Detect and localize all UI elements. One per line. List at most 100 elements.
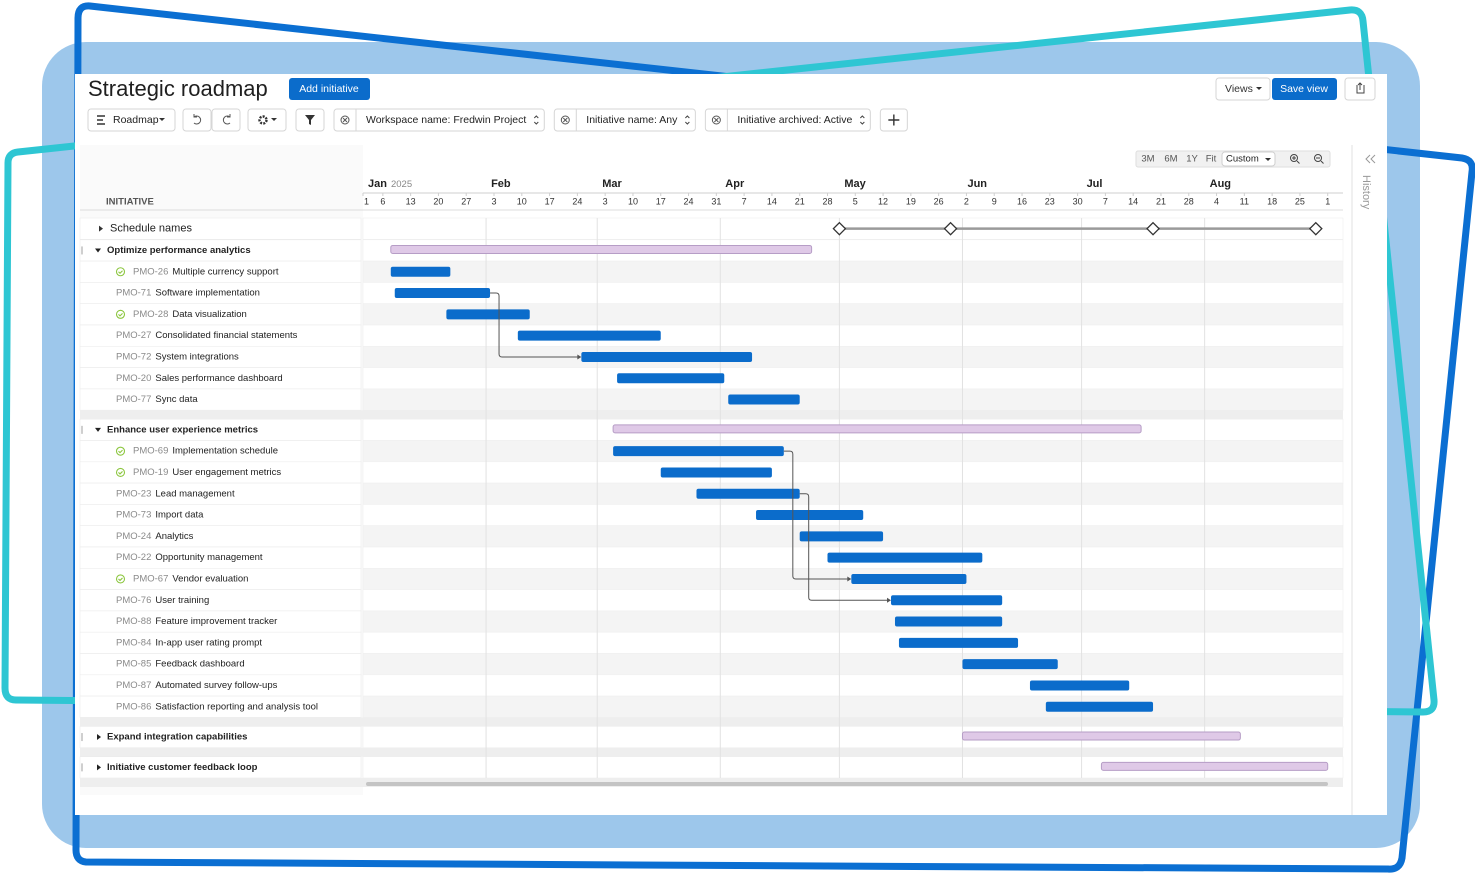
task-key: PMO-71: [116, 288, 151, 299]
milestone[interactable]: [943, 221, 958, 236]
clear-filter-icon[interactable]: [340, 115, 350, 125]
week-tick-label: 28: [822, 196, 832, 206]
dependency-line: [799, 493, 889, 601]
row-band: [362, 367, 1344, 390]
task-bar[interactable]: [756, 510, 864, 521]
milestone[interactable]: [1146, 221, 1160, 236]
week-tick-label: 9: [992, 196, 997, 206]
history-tab[interactable]: History: [1360, 175, 1372, 210]
horizontal-scrollbar[interactable]: [366, 782, 1328, 786]
range-select-label: Custom: [1226, 154, 1259, 165]
task-bar[interactable]: [1029, 680, 1130, 691]
task-bar[interactable]: [728, 394, 800, 405]
task-bar[interactable]: [894, 616, 1003, 627]
expand-toggle[interactable]: [97, 734, 101, 741]
task-key: PMO-85: [116, 659, 151, 670]
task-key: PMO-77: [116, 394, 151, 405]
zoom-option[interactable]: Fit: [1206, 154, 1217, 165]
save-view-label: Save view: [1280, 83, 1328, 95]
week-tick-label: 21: [795, 196, 805, 206]
task-bar[interactable]: [660, 467, 772, 478]
add-initiative-button[interactable]: [289, 78, 370, 100]
clear-filter-icon[interactable]: [711, 115, 721, 125]
task-bar[interactable]: [613, 446, 784, 457]
done-check: [118, 471, 123, 475]
zoom-option[interactable]: 3M: [1141, 154, 1154, 165]
clear-filter-icon[interactable]: [560, 115, 570, 125]
initiative-bar[interactable]: [1100, 761, 1329, 771]
expand-toggle[interactable]: [95, 427, 101, 432]
task-key: PMO-23: [116, 488, 151, 499]
task-bar[interactable]: [962, 659, 1058, 670]
week-tick-label: 18: [1267, 196, 1277, 206]
views-button[interactable]: [1215, 77, 1271, 101]
week-tick-label: 11: [1240, 196, 1249, 206]
expand-toggle[interactable]: [97, 764, 101, 771]
done-check: [118, 449, 123, 454]
expand-toggle[interactable]: [95, 248, 101, 253]
initiative-bar[interactable]: [961, 731, 1241, 741]
milestone[interactable]: [832, 221, 847, 236]
task-bar[interactable]: [1045, 701, 1154, 712]
task-name: User training: [155, 595, 209, 606]
views-label: Views: [1225, 83, 1253, 95]
task-key: PMO-88: [116, 616, 151, 627]
task-bar[interactable]: [898, 637, 1019, 648]
zoom-in-icon[interactable]: [1290, 154, 1298, 162]
group-gap: [80, 717, 1343, 727]
task-bar[interactable]: [851, 573, 967, 584]
initiative-name: Initiative customer feedback loop: [107, 762, 258, 773]
task-name: In-app user rating prompt: [155, 637, 262, 648]
week-tick-label: 3: [603, 196, 608, 206]
week-tick-label: 21: [1156, 196, 1166, 206]
week-tick-label: 12: [878, 196, 888, 206]
task-bar[interactable]: [696, 488, 800, 499]
group-gap: [80, 410, 1343, 420]
sort-caret: [859, 115, 865, 125]
task-name: Multiple currency support: [172, 266, 278, 277]
task-key: PMO-28: [133, 309, 168, 320]
task-key: PMO-72: [116, 351, 151, 362]
task-name: Consolidated financial statements: [155, 330, 297, 341]
initiative-bar[interactable]: [612, 424, 1142, 434]
task-name: System integrations: [155, 351, 239, 362]
filter-chip[interactable]: [704, 108, 871, 132]
milestone[interactable]: [1308, 221, 1323, 236]
task-bar[interactable]: [891, 595, 1003, 606]
week-tick-label: 13: [406, 196, 416, 206]
column-header: INITIATIVE: [106, 197, 154, 208]
plus-icon: [888, 114, 900, 126]
collapse-icon[interactable]: [1365, 154, 1376, 164]
task-bar[interactable]: [617, 373, 725, 384]
task-bar[interactable]: [517, 330, 661, 341]
task-key: PMO-26: [133, 266, 168, 277]
task-key: PMO-24: [116, 531, 151, 542]
zoom-out-icon[interactable]: [1314, 154, 1322, 162]
zoom-option[interactable]: 6M: [1164, 154, 1177, 165]
task-bar[interactable]: [799, 531, 884, 542]
task-bar[interactable]: [390, 266, 451, 277]
task-bar[interactable]: [446, 309, 530, 320]
zoom-option[interactable]: 1Y: [1186, 154, 1198, 165]
task-bar[interactable]: [827, 552, 983, 563]
range-select[interactable]: [1221, 151, 1276, 167]
row-band: [362, 324, 1344, 347]
redo-button[interactable]: [211, 108, 241, 132]
task-bar[interactable]: [394, 288, 491, 299]
undo-button[interactable]: [182, 108, 212, 132]
drag-handle: [81, 246, 83, 255]
task-name: Implementation schedule: [172, 446, 278, 457]
week-tick-label: 24: [572, 196, 582, 206]
expand-toggle[interactable]: [99, 225, 103, 232]
initiative-bar[interactable]: [390, 244, 813, 254]
task-key: PMO-73: [116, 510, 151, 521]
task-name: User engagement metrics: [172, 467, 281, 478]
save-view-button[interactable]: [1272, 78, 1337, 100]
task-name: Analytics: [155, 531, 193, 542]
task-bar[interactable]: [581, 351, 753, 362]
week-tick-label: 14: [767, 196, 777, 206]
filter-chip[interactable]: [553, 108, 696, 132]
filter-chip[interactable]: [333, 108, 545, 132]
roadmap-view-button[interactable]: [87, 108, 176, 132]
